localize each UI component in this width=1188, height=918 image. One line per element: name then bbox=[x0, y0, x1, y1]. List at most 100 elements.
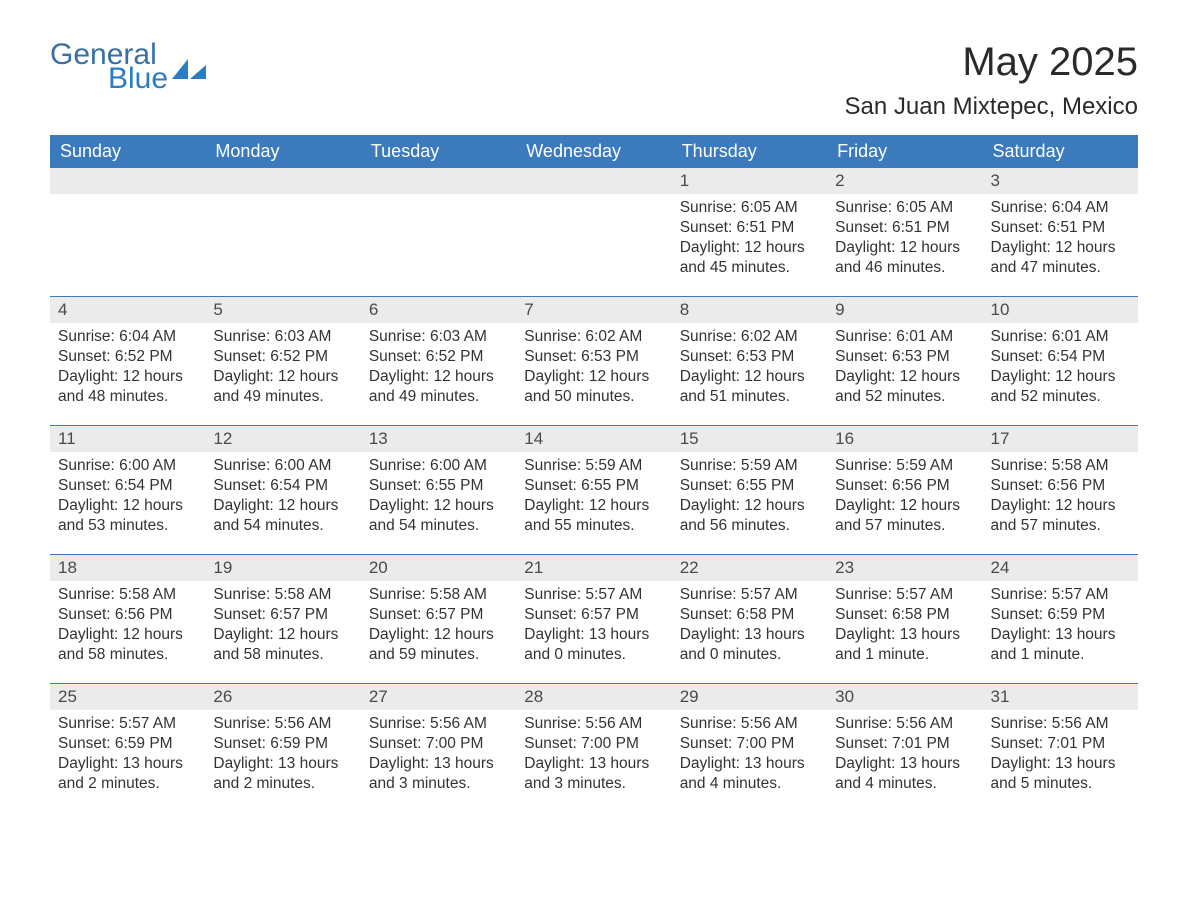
week-row: 18Sunrise: 5:58 AMSunset: 6:56 PMDayligh… bbox=[50, 554, 1138, 683]
day-number: 2 bbox=[827, 168, 982, 194]
sunrise-text: Sunrise: 6:00 AM bbox=[213, 456, 352, 476]
daylight-text: Daylight: 12 hours and 57 minutes. bbox=[991, 496, 1130, 536]
sunset-text: Sunset: 6:51 PM bbox=[680, 218, 819, 238]
day-cell: 19Sunrise: 5:58 AMSunset: 6:57 PMDayligh… bbox=[205, 555, 360, 683]
day-content: Sunrise: 5:57 AMSunset: 6:59 PMDaylight:… bbox=[983, 581, 1138, 672]
day-header: Thursday bbox=[672, 135, 827, 168]
day-number: 7 bbox=[516, 297, 671, 323]
sunset-text: Sunset: 6:59 PM bbox=[58, 734, 197, 754]
sunset-text: Sunset: 6:55 PM bbox=[369, 476, 508, 496]
day-cell bbox=[205, 168, 360, 296]
daylight-text: Daylight: 13 hours and 2 minutes. bbox=[58, 754, 197, 794]
sunrise-text: Sunrise: 6:04 AM bbox=[991, 198, 1130, 218]
day-number bbox=[516, 168, 671, 194]
weeks-container: 1Sunrise: 6:05 AMSunset: 6:51 PMDaylight… bbox=[50, 168, 1138, 812]
day-header: Sunday bbox=[50, 135, 205, 168]
day-content: Sunrise: 5:56 AMSunset: 7:00 PMDaylight:… bbox=[672, 710, 827, 801]
sunrise-text: Sunrise: 5:56 AM bbox=[524, 714, 663, 734]
day-content: Sunrise: 6:05 AMSunset: 6:51 PMDaylight:… bbox=[672, 194, 827, 285]
daylight-text: Daylight: 12 hours and 56 minutes. bbox=[680, 496, 819, 536]
day-cell: 22Sunrise: 5:57 AMSunset: 6:58 PMDayligh… bbox=[672, 555, 827, 683]
sunrise-text: Sunrise: 5:56 AM bbox=[213, 714, 352, 734]
sunset-text: Sunset: 6:55 PM bbox=[524, 476, 663, 496]
day-number: 22 bbox=[672, 555, 827, 581]
day-cell: 18Sunrise: 5:58 AMSunset: 6:56 PMDayligh… bbox=[50, 555, 205, 683]
day-cell: 13Sunrise: 6:00 AMSunset: 6:55 PMDayligh… bbox=[361, 426, 516, 554]
week-row: 4Sunrise: 6:04 AMSunset: 6:52 PMDaylight… bbox=[50, 296, 1138, 425]
sunset-text: Sunset: 6:59 PM bbox=[991, 605, 1130, 625]
day-number: 1 bbox=[672, 168, 827, 194]
daylight-text: Daylight: 12 hours and 45 minutes. bbox=[680, 238, 819, 278]
daylight-text: Daylight: 12 hours and 47 minutes. bbox=[991, 238, 1130, 278]
day-number: 16 bbox=[827, 426, 982, 452]
day-number: 24 bbox=[983, 555, 1138, 581]
day-cell: 1Sunrise: 6:05 AMSunset: 6:51 PMDaylight… bbox=[672, 168, 827, 296]
sunset-text: Sunset: 6:52 PM bbox=[213, 347, 352, 367]
day-cell: 31Sunrise: 5:56 AMSunset: 7:01 PMDayligh… bbox=[983, 684, 1138, 812]
sunset-text: Sunset: 6:52 PM bbox=[58, 347, 197, 367]
day-number: 29 bbox=[672, 684, 827, 710]
sunrise-text: Sunrise: 5:58 AM bbox=[213, 585, 352, 605]
day-number: 13 bbox=[361, 426, 516, 452]
day-number: 9 bbox=[827, 297, 982, 323]
daylight-text: Daylight: 12 hours and 49 minutes. bbox=[213, 367, 352, 407]
daylight-text: Daylight: 12 hours and 58 minutes. bbox=[58, 625, 197, 665]
daylight-text: Daylight: 13 hours and 1 minute. bbox=[991, 625, 1130, 665]
sunrise-text: Sunrise: 6:05 AM bbox=[835, 198, 974, 218]
sunset-text: Sunset: 7:00 PM bbox=[680, 734, 819, 754]
day-content: Sunrise: 5:57 AMSunset: 6:58 PMDaylight:… bbox=[827, 581, 982, 672]
daylight-text: Daylight: 13 hours and 4 minutes. bbox=[835, 754, 974, 794]
daylight-text: Daylight: 13 hours and 5 minutes. bbox=[991, 754, 1130, 794]
day-content: Sunrise: 5:57 AMSunset: 6:58 PMDaylight:… bbox=[672, 581, 827, 672]
sunset-text: Sunset: 6:53 PM bbox=[524, 347, 663, 367]
day-number: 10 bbox=[983, 297, 1138, 323]
daylight-text: Daylight: 12 hours and 57 minutes. bbox=[835, 496, 974, 536]
day-header: Monday bbox=[205, 135, 360, 168]
sunset-text: Sunset: 6:54 PM bbox=[213, 476, 352, 496]
day-number: 6 bbox=[361, 297, 516, 323]
sunset-text: Sunset: 6:51 PM bbox=[991, 218, 1130, 238]
logo-text: General Blue bbox=[50, 40, 168, 94]
day-cell bbox=[516, 168, 671, 296]
sunrise-text: Sunrise: 6:00 AM bbox=[58, 456, 197, 476]
daylight-text: Daylight: 13 hours and 3 minutes. bbox=[369, 754, 508, 794]
day-cell: 5Sunrise: 6:03 AMSunset: 6:52 PMDaylight… bbox=[205, 297, 360, 425]
daylight-text: Daylight: 12 hours and 50 minutes. bbox=[524, 367, 663, 407]
day-cell: 15Sunrise: 5:59 AMSunset: 6:55 PMDayligh… bbox=[672, 426, 827, 554]
sunrise-text: Sunrise: 6:03 AM bbox=[369, 327, 508, 347]
sunrise-text: Sunrise: 6:04 AM bbox=[58, 327, 197, 347]
sunrise-text: Sunrise: 5:57 AM bbox=[524, 585, 663, 605]
day-header: Friday bbox=[827, 135, 982, 168]
day-number: 21 bbox=[516, 555, 671, 581]
day-number: 26 bbox=[205, 684, 360, 710]
sunset-text: Sunset: 6:56 PM bbox=[835, 476, 974, 496]
sunrise-text: Sunrise: 5:56 AM bbox=[835, 714, 974, 734]
day-number: 11 bbox=[50, 426, 205, 452]
sunrise-text: Sunrise: 5:58 AM bbox=[369, 585, 508, 605]
day-content: Sunrise: 6:03 AMSunset: 6:52 PMDaylight:… bbox=[361, 323, 516, 414]
day-content: Sunrise: 5:57 AMSunset: 6:59 PMDaylight:… bbox=[50, 710, 205, 801]
sunset-text: Sunset: 6:55 PM bbox=[680, 476, 819, 496]
day-number: 4 bbox=[50, 297, 205, 323]
day-content: Sunrise: 6:02 AMSunset: 6:53 PMDaylight:… bbox=[672, 323, 827, 414]
sunrise-text: Sunrise: 5:58 AM bbox=[991, 456, 1130, 476]
daylight-text: Daylight: 12 hours and 59 minutes. bbox=[369, 625, 508, 665]
day-cell: 21Sunrise: 5:57 AMSunset: 6:57 PMDayligh… bbox=[516, 555, 671, 683]
day-content: Sunrise: 5:58 AMSunset: 6:57 PMDaylight:… bbox=[205, 581, 360, 672]
day-number: 14 bbox=[516, 426, 671, 452]
day-cell: 6Sunrise: 6:03 AMSunset: 6:52 PMDaylight… bbox=[361, 297, 516, 425]
sunset-text: Sunset: 7:01 PM bbox=[991, 734, 1130, 754]
day-number: 17 bbox=[983, 426, 1138, 452]
day-cell: 8Sunrise: 6:02 AMSunset: 6:53 PMDaylight… bbox=[672, 297, 827, 425]
day-number: 12 bbox=[205, 426, 360, 452]
day-content: Sunrise: 6:03 AMSunset: 6:52 PMDaylight:… bbox=[205, 323, 360, 414]
logo: General Blue bbox=[50, 40, 208, 94]
sunset-text: Sunset: 6:57 PM bbox=[524, 605, 663, 625]
daylight-text: Daylight: 12 hours and 51 minutes. bbox=[680, 367, 819, 407]
day-content: Sunrise: 6:00 AMSunset: 6:55 PMDaylight:… bbox=[361, 452, 516, 543]
day-header: Saturday bbox=[983, 135, 1138, 168]
sunrise-text: Sunrise: 5:56 AM bbox=[369, 714, 508, 734]
daylight-text: Daylight: 12 hours and 49 minutes. bbox=[369, 367, 508, 407]
day-content: Sunrise: 5:57 AMSunset: 6:57 PMDaylight:… bbox=[516, 581, 671, 672]
sunrise-text: Sunrise: 5:59 AM bbox=[524, 456, 663, 476]
